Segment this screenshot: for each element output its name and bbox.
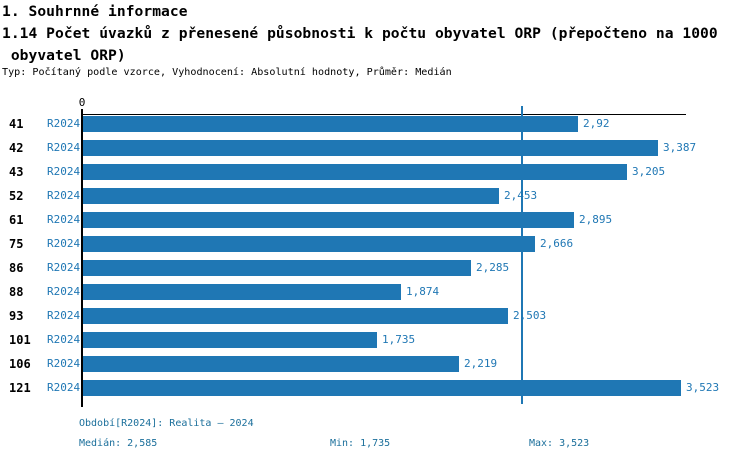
bar bbox=[83, 332, 377, 348]
category-label: 106 bbox=[9, 357, 31, 371]
series-label: R2024 bbox=[47, 381, 81, 394]
series-label: R2024 bbox=[47, 333, 81, 346]
category-label: 121 bbox=[9, 381, 31, 395]
bar bbox=[83, 212, 574, 228]
bar-value-label: 2,285 bbox=[476, 261, 510, 274]
median-reference-line bbox=[521, 106, 523, 404]
series-label: R2024 bbox=[47, 261, 81, 274]
bar bbox=[83, 188, 499, 204]
category-label: 41 bbox=[9, 117, 24, 131]
bar bbox=[83, 284, 401, 300]
category-label: 88 bbox=[9, 285, 24, 299]
series-label: R2024 bbox=[47, 213, 81, 226]
series-label: R2024 bbox=[47, 141, 81, 154]
chart-title-line2: obyvatel ORP) bbox=[2, 47, 126, 64]
footer-min-stat: Min: 1,735 bbox=[330, 438, 391, 449]
bar-value-label: 2,503 bbox=[513, 309, 547, 322]
x-axis-top-line bbox=[82, 114, 686, 115]
category-label: 42 bbox=[9, 141, 24, 155]
bar-value-label: 1,874 bbox=[406, 285, 440, 298]
series-label: R2024 bbox=[47, 117, 81, 130]
bar-value-label: 2,453 bbox=[504, 189, 538, 202]
bar-value-label: 3,205 bbox=[632, 165, 666, 178]
series-label: R2024 bbox=[47, 237, 81, 250]
section-heading: 1. Souhrnné informace bbox=[2, 3, 188, 20]
series-label: R2024 bbox=[47, 309, 81, 322]
series-label: R2024 bbox=[47, 189, 81, 202]
category-label: 75 bbox=[9, 237, 24, 251]
category-label: 52 bbox=[9, 189, 24, 203]
x-axis-zero-tick-label: 0 bbox=[78, 96, 86, 109]
bar-value-label: 1,735 bbox=[382, 333, 416, 346]
bar bbox=[83, 356, 459, 372]
category-label: 93 bbox=[9, 309, 24, 323]
footer-period-legend: Období[R2024]: Realita – 2024 bbox=[79, 418, 254, 429]
bar-value-label: 2,92 bbox=[583, 117, 610, 130]
y-axis-line bbox=[81, 109, 83, 407]
bar bbox=[83, 308, 508, 324]
bar-value-label: 2,219 bbox=[464, 357, 498, 370]
chart-title-line1: 1.14 Počet úvazků z přenesené působnosti… bbox=[2, 25, 718, 42]
series-label: R2024 bbox=[47, 357, 81, 370]
footer-median-stat: Medián: 2,585 bbox=[79, 438, 158, 449]
bar bbox=[83, 164, 627, 180]
category-label: 61 bbox=[9, 213, 24, 227]
bar bbox=[83, 140, 658, 156]
bar-value-label: 3,387 bbox=[663, 141, 697, 154]
bar-value-label: 3,523 bbox=[686, 381, 720, 394]
bar-value-label: 2,895 bbox=[579, 213, 613, 226]
series-label: R2024 bbox=[47, 285, 81, 298]
bar bbox=[83, 380, 681, 396]
footer-max-stat: Max: 3,523 bbox=[529, 438, 590, 449]
chart-meta-info: Typ: Počítaný podle vzorce, Vyhodnocení:… bbox=[2, 67, 452, 78]
bar bbox=[83, 260, 471, 276]
category-label: 43 bbox=[9, 165, 24, 179]
category-label: 86 bbox=[9, 261, 24, 275]
bar-value-label: 2,666 bbox=[540, 237, 574, 250]
bar bbox=[83, 236, 535, 252]
series-label: R2024 bbox=[47, 165, 81, 178]
bar bbox=[83, 116, 578, 132]
category-label: 101 bbox=[9, 333, 31, 347]
